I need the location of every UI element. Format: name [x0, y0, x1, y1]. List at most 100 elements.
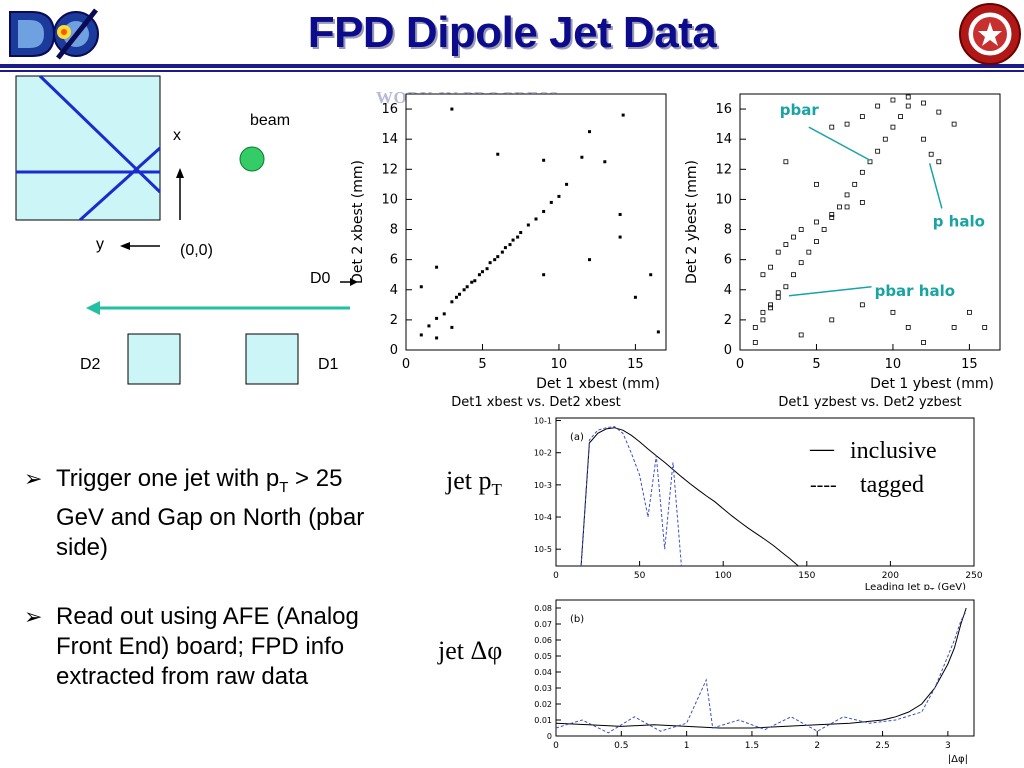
data-point	[565, 182, 569, 186]
title-rule-thin	[0, 70, 1024, 72]
data-point	[775, 294, 781, 300]
panel-tag: (a)	[570, 432, 584, 443]
data-point	[921, 340, 926, 345]
data-point	[526, 223, 530, 227]
data-point	[496, 152, 500, 156]
data-point	[435, 316, 439, 320]
plot-frame	[739, 93, 1001, 351]
y-tick-label: 4	[390, 283, 398, 298]
data-point	[473, 279, 477, 283]
data-point	[905, 103, 911, 109]
y-tick-label: 0.05	[534, 652, 552, 661]
data-point	[791, 272, 796, 278]
x-tick-label: 50	[634, 571, 646, 581]
y-tick-label: 10-3	[534, 481, 552, 490]
bullet-arrow-icon: ➢	[24, 466, 43, 491]
data-point	[768, 305, 773, 311]
bullet-text-2: Read out using AFE (Analog Front End) bo…	[56, 603, 359, 690]
y-tick-label: 0.04	[534, 668, 552, 677]
data-point	[542, 273, 546, 277]
data-point	[760, 317, 766, 323]
x-tick-label: 10	[885, 357, 902, 372]
data-point	[859, 302, 865, 308]
data-point	[982, 325, 988, 330]
x-tick-label: 5	[478, 357, 486, 372]
y-tick-label: 14	[715, 132, 732, 147]
x-tick-label: 0	[553, 571, 559, 581]
data-point	[488, 261, 492, 265]
bullet-item-1: ➢ Trigger one jet with pT > 25 GeV and G…	[24, 464, 394, 561]
data-point	[752, 325, 758, 330]
data-point	[783, 242, 789, 247]
data-point	[508, 243, 512, 247]
x-tick-label: 150	[798, 571, 815, 581]
data-point	[435, 265, 439, 269]
data-point	[844, 204, 850, 210]
data-point	[633, 295, 637, 299]
data-point	[921, 100, 926, 106]
data-point	[485, 267, 489, 271]
data-point	[905, 325, 911, 330]
bullet-arrow-icon: ➢	[24, 604, 43, 629]
bullet-item-2: ➢ Read out using AFE (Analog Front End) …	[24, 602, 394, 726]
data-point	[829, 317, 835, 323]
x-tick-label: 200	[882, 571, 899, 581]
annotation-pbar-halo-arrow	[788, 286, 872, 297]
data-point	[549, 200, 553, 204]
data-point	[921, 136, 926, 142]
x-axis-label: Det 1 ybest (mm)	[870, 376, 994, 392]
data-point	[890, 124, 896, 130]
scatter-plot-x: 0 5 10 15 0 2 4 6 8 10 12 14 16 Det 1 xbest (mm) Det 2…	[350, 93, 667, 410]
detector-cross-section	[15, 75, 161, 221]
y-tick-label: 0	[547, 732, 552, 741]
beam-label: beam	[250, 112, 291, 129]
y-axis-label: y	[96, 236, 104, 253]
y-axis-label: Det 2 xbest (mm)	[350, 160, 366, 284]
data-point	[588, 130, 592, 134]
x-tick-label: 0	[402, 357, 410, 372]
x-tick-label: 0.5	[614, 741, 628, 751]
y-tick-label: 2	[724, 313, 732, 328]
data-point	[618, 212, 622, 216]
data-point	[768, 264, 773, 270]
x-tick-label: 250	[965, 571, 982, 581]
data-point	[859, 114, 865, 119]
x-tick-label: 15	[961, 357, 978, 372]
y-tick-label: 10-4	[534, 513, 552, 522]
histogram-jet-pt: (a) 0 50 100 150 200 250 10-1 10-2 10-3 10-4 10-5 Le…	[534, 417, 983, 590]
x-tick-label: 0	[553, 741, 559, 751]
legend-inclusive: inclusive	[850, 438, 937, 464]
y-tick-label: 16	[715, 102, 732, 117]
data-point	[791, 234, 796, 240]
data-point	[477, 273, 481, 277]
jet-pt-label: jet pT	[446, 466, 502, 500]
dzero-logo	[9, 8, 99, 60]
data-point	[837, 204, 842, 210]
y-tick-label: 0.07	[534, 620, 552, 629]
x-tick-label: 5	[812, 357, 820, 372]
annotation-p-halo-arrow	[928, 163, 943, 209]
data-point	[534, 217, 538, 221]
annotation-pbar-arrow	[808, 126, 871, 161]
data-point	[450, 300, 454, 304]
y-tick-label: 10-2	[534, 449, 552, 458]
data-point	[859, 200, 865, 205]
data-point	[859, 169, 865, 175]
beam-dot	[239, 146, 265, 172]
data-point	[470, 280, 474, 284]
plot-frame	[555, 417, 975, 567]
y-tick-label: 10-5	[534, 545, 552, 554]
data-point	[752, 340, 758, 345]
data-point	[427, 324, 431, 328]
data-point	[458, 292, 462, 296]
data-point	[557, 194, 561, 198]
data-point	[493, 258, 497, 262]
series-inclusive	[580, 427, 807, 567]
fiber-line-diagonal-up	[78, 146, 162, 222]
data-point	[442, 312, 446, 316]
series-tagged	[555, 610, 967, 734]
y-tick-label: 0.01	[534, 716, 552, 725]
x-tick-label: 1.5	[745, 741, 759, 751]
y-tick-label: 16	[381, 102, 398, 117]
y-tick-label: 10	[715, 192, 732, 207]
